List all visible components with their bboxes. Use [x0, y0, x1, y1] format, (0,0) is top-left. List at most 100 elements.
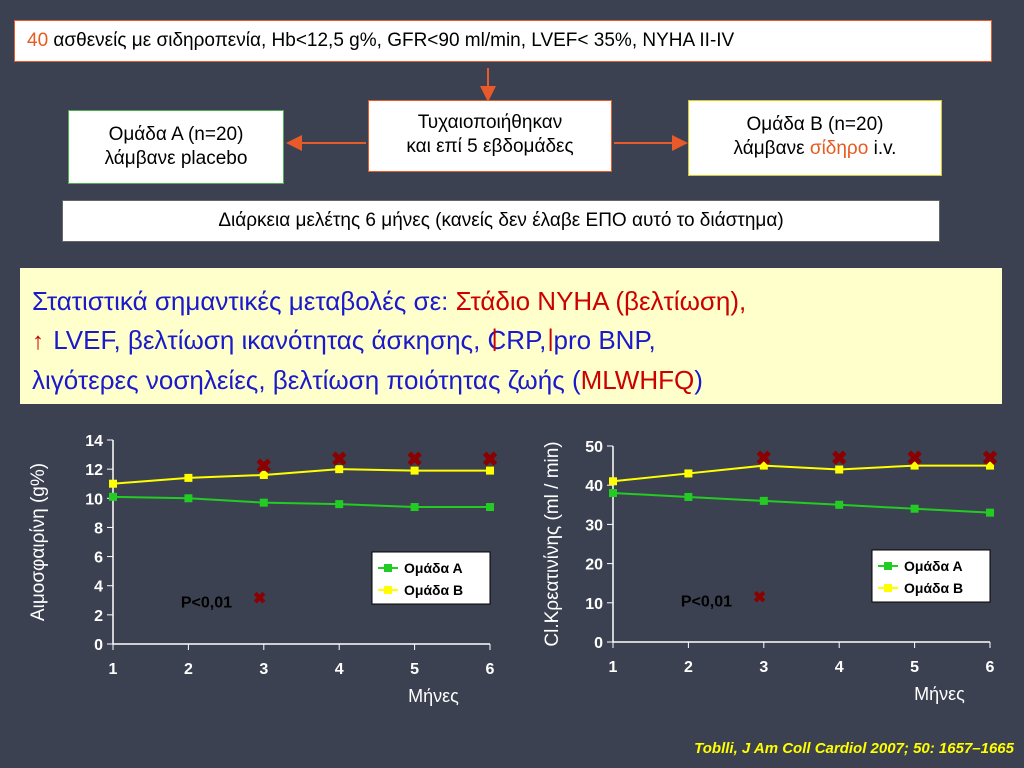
data-point [259, 498, 268, 507]
significance-marker: ✖ [982, 448, 999, 470]
results-line3b: ) [694, 365, 703, 395]
y-axis-label: Αιμοσφαιρίνη (g%) [28, 463, 49, 621]
results-intro: Στατιστικά σημαντικές μεταβολές σε: [32, 286, 456, 316]
y-tick-label: 0 [594, 635, 603, 652]
significance-marker: ✖ [482, 449, 499, 471]
results-line2a: LVEF, βελτίωση ικανότητας άσκησης, [46, 325, 488, 355]
y-tick-label: 20 [585, 557, 603, 574]
x-tick-label: 1 [109, 661, 118, 678]
series-line-b [612, 464, 990, 483]
series-line-a [612, 492, 991, 514]
flow-arrows [286, 68, 688, 151]
y-tick-label: 40 [585, 478, 603, 495]
up-arrow-icon: ↑ [32, 328, 44, 355]
p-value-marker: ✖ [253, 590, 266, 607]
randomization-line2: και επί 5 εβδομάδες [406, 136, 574, 157]
results-mlwhfq: MLWHFQ [580, 365, 695, 395]
legend-box [871, 549, 991, 603]
data-point [410, 503, 419, 512]
group-b-title: Ομάδα Β (n=20) [746, 114, 884, 135]
results-box: Στατιστικά σημαντικές μεταβολές σε: Στάδ… [20, 268, 1002, 404]
x-axis-label: Μήνες [914, 684, 965, 704]
x-tick-label: 2 [184, 661, 193, 678]
data-point [759, 461, 768, 470]
x-tick-label: 6 [986, 659, 995, 676]
data-point [486, 466, 494, 475]
significance-marker: ✖ [831, 448, 848, 470]
significance-marker: ✖ [331, 449, 348, 471]
data-point [335, 465, 344, 474]
data-point [486, 503, 494, 512]
data-point [609, 477, 617, 486]
y-tick-label: 4 [94, 579, 103, 596]
data-point [910, 461, 919, 470]
patient-count: 40 [27, 30, 49, 51]
x-tick-label: 1 [609, 659, 618, 676]
group-a-treatment: λάμβανε placebo [104, 148, 248, 169]
group-a-box: Ομάδα Α (n=20) λάμβανε placebo [68, 110, 284, 184]
results-nyha: Στάδιο NYHA (βελτίωση), [455, 286, 747, 316]
x-tick-label: 6 [486, 661, 495, 678]
legend-label: Ομάδα Β [404, 582, 463, 598]
inclusion-criteria-text: ασθενείς με σιδηροπενία, Hb<12,5 g%, GFR… [48, 30, 735, 51]
legend-label: Ομάδα Α [904, 558, 963, 574]
x-tick-label: 3 [759, 659, 768, 676]
p-value-annotation: P<0,01 [681, 594, 732, 611]
creatinine-clearance-chart: 0 10 20 30 40 50 1 2 3 4 5 6 ✖ ✖ ✖ ✖ P<0,01 ✖ Ομάδα Α Ομάδα… [542, 439, 999, 704]
data-point [109, 479, 117, 488]
inclusion-criteria-box: 40 ασθενείς με σιδηροπενία, Hb<12,5 g%, … [14, 20, 992, 62]
data-point [109, 492, 117, 501]
data-point [986, 461, 994, 470]
data-point [759, 496, 768, 505]
x-tick-label: 5 [410, 661, 419, 678]
x-axis-label: Μήνες [408, 686, 459, 706]
p-value-marker: ✖ [753, 590, 766, 607]
y-tick-label: 8 [94, 520, 103, 537]
group-b-prefix: λάμβανε [733, 138, 810, 159]
legend-label: Ομάδα Α [404, 560, 463, 576]
data-point [609, 489, 617, 498]
group-b-box: Ομάδα Β (n=20) λάμβανε σίδηρο i.v. [688, 100, 942, 176]
y-tick-label: 30 [585, 517, 603, 534]
p-value-annotation: P<0,01 [181, 594, 232, 611]
y-tick-label: 14 [85, 433, 103, 450]
y-axis-label: Cl.Κρεατινίνης (ml / min) [542, 441, 563, 646]
data-point [835, 465, 844, 474]
legend-box [371, 551, 491, 605]
data-point [835, 500, 844, 509]
data-point [910, 504, 919, 513]
randomization-box: Τυχαιοποιήθηκαν και επί 5 εβδομάδες [368, 100, 612, 172]
results-line3a: λιγότερες νοσηλείες, βελτίωση ποιότητας … [32, 365, 581, 395]
data-point [259, 470, 268, 479]
y-tick-label: 6 [94, 550, 103, 567]
significance-marker: ✖ [906, 448, 923, 470]
group-b-drug: σίδηρο [809, 138, 869, 159]
significance-marker: ✖ [255, 456, 272, 478]
data-point [986, 508, 994, 517]
significance-marker: ✖ [755, 448, 772, 470]
results-bnp: pro BNP, [553, 325, 656, 355]
significance-marker: ✖ [406, 449, 423, 471]
results-crp: CRP, [487, 325, 554, 355]
x-tick-label: 4 [835, 659, 844, 676]
legend-marker [884, 562, 892, 570]
citation: Toblli, J Am Coll Cardiol 2007; 50: 1657… [694, 740, 1014, 757]
randomization-line1: Τυχαιοποιήθηκαν [417, 112, 563, 133]
y-tick-label: 10 [585, 596, 603, 613]
x-tick-label: 3 [259, 661, 268, 678]
y-tick-label: 2 [94, 608, 103, 625]
data-point [184, 494, 193, 503]
data-point [335, 500, 344, 509]
data-point [184, 473, 193, 482]
x-tick-label: 5 [910, 659, 919, 676]
y-tick-label: 12 [85, 462, 103, 479]
legend-marker [384, 564, 392, 572]
data-point [684, 492, 693, 501]
legend-label: Ομάδα Β [904, 580, 963, 596]
y-tick-label: 10 [85, 491, 103, 508]
legend-marker [884, 584, 892, 592]
data-point [410, 466, 419, 475]
y-tick-label: 0 [94, 637, 103, 654]
group-b-suffix: i.v. [868, 138, 897, 159]
